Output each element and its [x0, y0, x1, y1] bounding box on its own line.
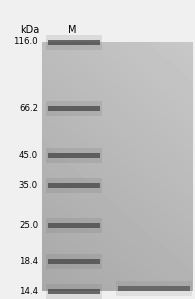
Bar — [46, 218, 102, 233]
Bar — [46, 34, 102, 50]
Text: 45.0: 45.0 — [19, 150, 38, 159]
Bar — [46, 283, 102, 298]
Text: 66.2: 66.2 — [19, 104, 38, 113]
Text: 25.0: 25.0 — [19, 221, 38, 230]
Bar — [46, 254, 102, 269]
Bar — [48, 259, 100, 264]
Bar — [48, 289, 100, 294]
Bar — [118, 286, 190, 291]
Bar — [46, 147, 102, 163]
Text: 35.0: 35.0 — [19, 181, 38, 190]
Bar — [48, 152, 100, 158]
Text: 14.4: 14.4 — [19, 286, 38, 295]
Text: 116.0: 116.0 — [13, 37, 38, 47]
Bar — [46, 101, 102, 116]
Bar — [48, 106, 100, 112]
Bar — [46, 178, 102, 193]
Bar — [48, 39, 100, 45]
Bar — [116, 281, 192, 296]
Text: 18.4: 18.4 — [19, 257, 38, 266]
Bar — [48, 223, 100, 228]
Text: kDa: kDa — [20, 25, 39, 35]
Text: M: M — [68, 25, 76, 35]
Bar — [48, 182, 100, 187]
